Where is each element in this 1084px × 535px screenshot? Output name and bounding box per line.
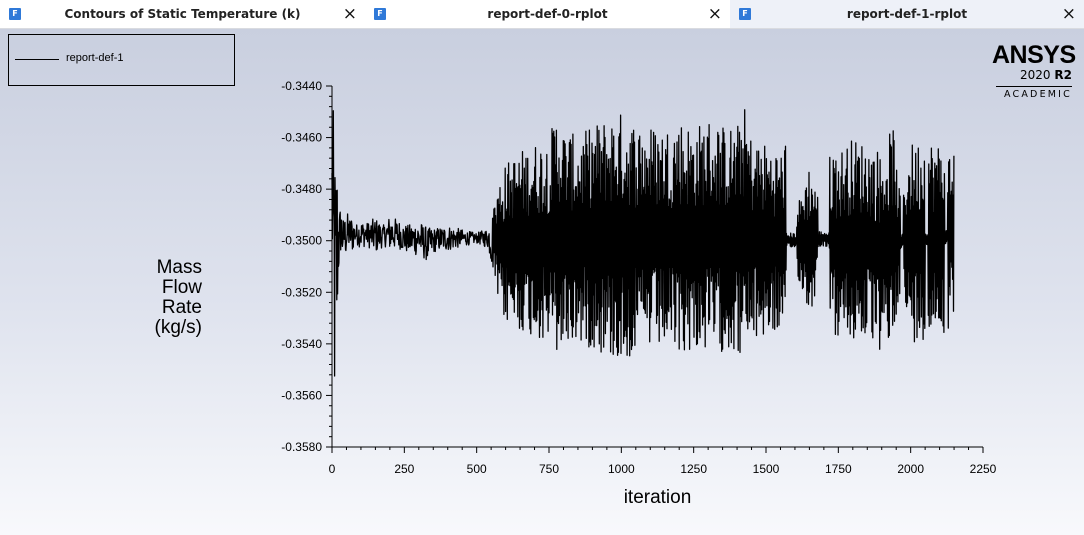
x-tick-label: 250: [394, 462, 414, 476]
x-tick-label: 1750: [825, 462, 852, 476]
ansys-logo: ANSYS 2020 R2 ACADEMIC: [992, 41, 1076, 101]
logo-rule: [996, 86, 1072, 87]
tab-bar: F Contours of Static Temperature (k) × F…: [0, 0, 1084, 29]
series-line-report-def-1: [331, 109, 955, 377]
x-tick-label: 1500: [753, 462, 780, 476]
y-tick-label: -0.3500: [281, 234, 322, 248]
x-tick-label: 0: [329, 462, 336, 476]
fluent-app-icon: F: [9, 8, 21, 20]
y-tick-label: -0.3440: [281, 79, 322, 93]
close-icon[interactable]: ×: [707, 4, 722, 24]
x-axis-label: iteration: [624, 487, 692, 508]
legend-swatch: [15, 59, 59, 60]
close-icon[interactable]: ×: [342, 4, 357, 24]
logo-brand: ANSYS: [992, 41, 1076, 69]
x-tick-label: 1250: [680, 462, 707, 476]
chart-axes: [326, 85, 984, 453]
y-axis-label: Mass: [157, 257, 202, 278]
tab-label: Contours of Static Temperature (k): [64, 7, 301, 21]
chart-labels: -0.3440 -0.3460 -0.3480 -0.3500 -0.3520 -0.35…: [155, 79, 997, 508]
y-tick-label: -0.3460: [281, 131, 322, 145]
x-tick-label: 2250: [970, 462, 997, 476]
tab-report-def-0-rplot[interactable]: F report-def-0-rplot ×: [365, 0, 730, 28]
logo-version: 2020 R2: [1020, 68, 1072, 82]
tab-contours-static-temperature[interactable]: F Contours of Static Temperature (k) ×: [0, 0, 365, 28]
y-axis-label: (kg/s): [155, 317, 203, 338]
legend-entry: report-def-1: [66, 52, 124, 64]
x-tick-label: 2000: [897, 462, 924, 476]
x-tick-label: 1000: [608, 462, 635, 476]
logo-edition: ACADEMIC: [1003, 89, 1072, 100]
y-axis-label: Flow: [162, 277, 202, 298]
fluent-app-icon: F: [374, 8, 386, 20]
y-tick-label: -0.3520: [281, 285, 322, 299]
tab-report-def-1-rplot[interactable]: F report-def-1-rplot ×: [730, 0, 1084, 28]
tab-label: report-def-0-rplot: [487, 7, 608, 21]
y-tick-label: -0.3560: [281, 388, 322, 402]
y-axis-label: Rate: [162, 297, 202, 318]
chart-series: [331, 109, 955, 377]
y-tick-label: -0.3480: [281, 182, 322, 196]
x-tick-label: 750: [539, 462, 559, 476]
y-tick-label: -0.3580: [281, 440, 322, 454]
chart-legend: report-def-1: [8, 34, 235, 86]
close-icon[interactable]: ×: [1061, 4, 1076, 24]
y-tick-label: -0.3540: [281, 337, 322, 351]
x-tick-label: 500: [467, 462, 487, 476]
fluent-app-icon: F: [739, 8, 751, 20]
tab-label: report-def-1-rplot: [846, 7, 968, 21]
